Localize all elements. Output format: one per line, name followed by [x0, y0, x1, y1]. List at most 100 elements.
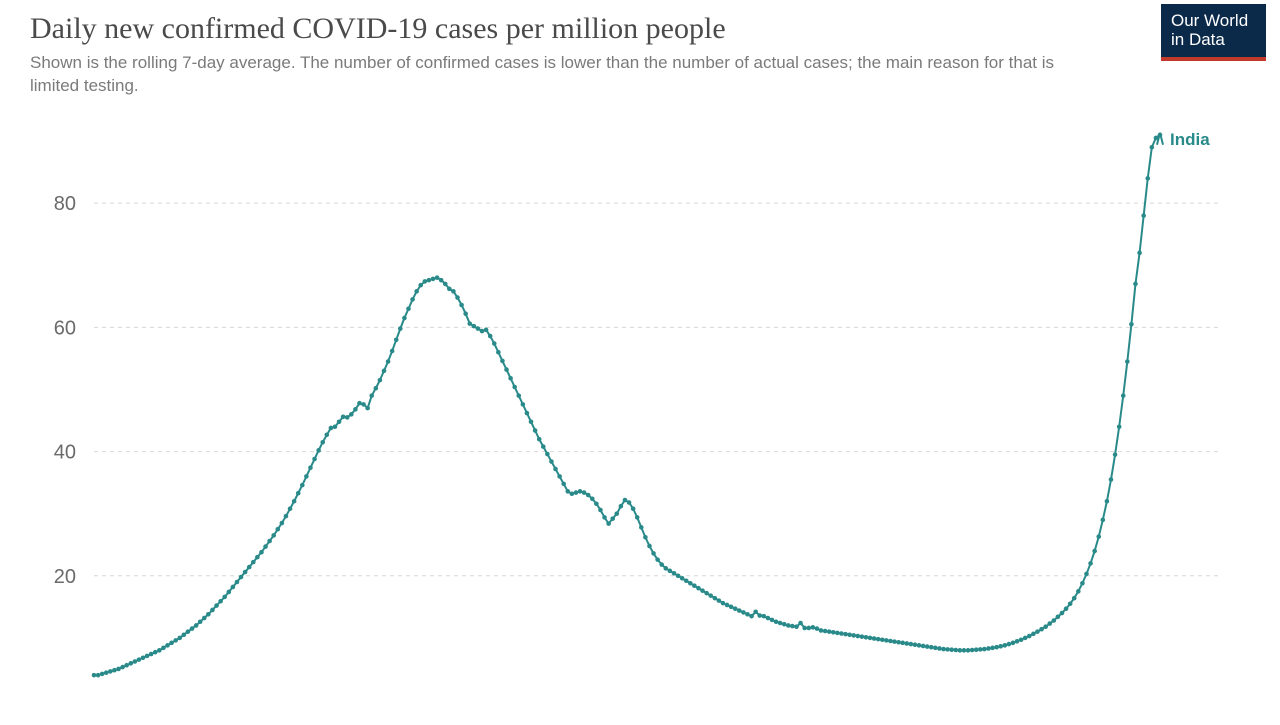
ytick-label: 60	[54, 317, 76, 339]
series-marker	[427, 278, 432, 283]
series-marker	[508, 376, 513, 381]
series-marker	[1011, 641, 1016, 646]
series-marker	[766, 616, 771, 621]
series-marker	[802, 626, 807, 631]
series-marker	[860, 634, 865, 639]
series-marker	[1117, 424, 1122, 429]
series-marker	[447, 287, 452, 292]
series-marker	[884, 638, 889, 643]
series-marker	[423, 279, 428, 284]
series-marker	[1007, 642, 1012, 647]
series-marker	[1035, 629, 1040, 634]
series-marker	[880, 637, 885, 642]
series-marker	[823, 629, 828, 634]
series-marker	[986, 646, 991, 651]
series-marker	[953, 648, 958, 653]
series-marker	[1039, 627, 1044, 632]
series-marker	[128, 661, 133, 666]
series-marker	[472, 324, 477, 329]
series-marker	[1141, 213, 1146, 218]
series-marker	[921, 644, 926, 649]
series-marker	[1072, 596, 1077, 601]
series-marker	[390, 349, 395, 354]
series-marker	[790, 624, 795, 629]
series-marker	[414, 289, 419, 294]
series-marker	[439, 278, 444, 283]
series-marker	[214, 603, 219, 608]
series-marker	[839, 631, 844, 636]
series-marker	[627, 500, 632, 505]
series-marker	[570, 492, 575, 497]
series-marker	[1031, 632, 1036, 637]
series-marker	[786, 623, 791, 628]
series-marker	[741, 610, 746, 615]
series-marker	[737, 608, 742, 613]
series-marker	[476, 326, 481, 331]
series-marker	[794, 624, 799, 629]
series-marker	[149, 652, 154, 657]
series-marker	[806, 626, 811, 631]
series-marker	[635, 515, 640, 520]
series-marker	[235, 580, 240, 585]
series-marker	[815, 626, 820, 631]
series-marker	[851, 633, 856, 638]
series-marker	[153, 650, 158, 655]
series-marker	[900, 641, 905, 646]
series-marker	[451, 289, 456, 294]
series-marker	[545, 452, 550, 457]
series-marker	[904, 641, 909, 646]
series-marker	[557, 474, 562, 479]
series-marker	[778, 621, 783, 626]
series-marker	[664, 566, 669, 571]
series-marker	[1145, 176, 1150, 181]
series-marker	[410, 297, 415, 302]
series-marker	[337, 419, 342, 424]
series-marker	[819, 628, 824, 633]
series-marker	[1076, 589, 1081, 594]
series-marker	[251, 560, 256, 565]
series-marker	[733, 606, 738, 611]
series-marker	[770, 618, 775, 623]
chart-subtitle: Shown is the rolling 7-day average. The …	[30, 52, 1060, 98]
series-marker	[120, 665, 125, 670]
series-marker	[284, 514, 289, 519]
series-marker	[639, 525, 644, 530]
series-marker	[1105, 499, 1110, 504]
series-marker	[443, 282, 448, 287]
series-marker	[561, 482, 566, 487]
series-marker	[398, 326, 403, 331]
chart-header: Daily new confirmed COVID-19 cases per m…	[0, 0, 1280, 98]
series-marker	[406, 306, 411, 311]
series-marker	[827, 629, 832, 634]
series-marker	[455, 295, 460, 300]
series-marker	[565, 489, 570, 494]
series-marker	[341, 415, 346, 420]
series-marker	[831, 630, 836, 635]
owid-logo: Our World in Data	[1161, 4, 1266, 61]
series-marker	[574, 490, 579, 495]
series-marker	[541, 444, 546, 449]
series-marker	[525, 411, 530, 416]
series-marker	[202, 616, 207, 621]
series-marker	[369, 393, 374, 398]
series-marker	[467, 321, 472, 326]
series-marker	[1101, 518, 1106, 523]
series-marker	[1015, 639, 1020, 644]
series-marker	[704, 591, 709, 596]
chart-title: Daily new confirmed COVID-19 cases per m…	[30, 12, 1250, 46]
series-marker	[774, 619, 779, 624]
series-marker	[529, 419, 534, 424]
series-marker	[872, 636, 877, 641]
series-marker	[492, 341, 497, 346]
series-marker	[218, 599, 223, 604]
series-marker	[586, 493, 591, 498]
series-marker	[700, 588, 705, 593]
series-marker	[137, 657, 142, 662]
series-marker	[680, 576, 685, 581]
series-marker	[933, 646, 938, 651]
series-marker	[312, 457, 317, 462]
series-marker	[182, 632, 187, 637]
series-marker	[231, 585, 236, 590]
series-marker	[259, 550, 264, 555]
series-marker	[1121, 393, 1126, 398]
